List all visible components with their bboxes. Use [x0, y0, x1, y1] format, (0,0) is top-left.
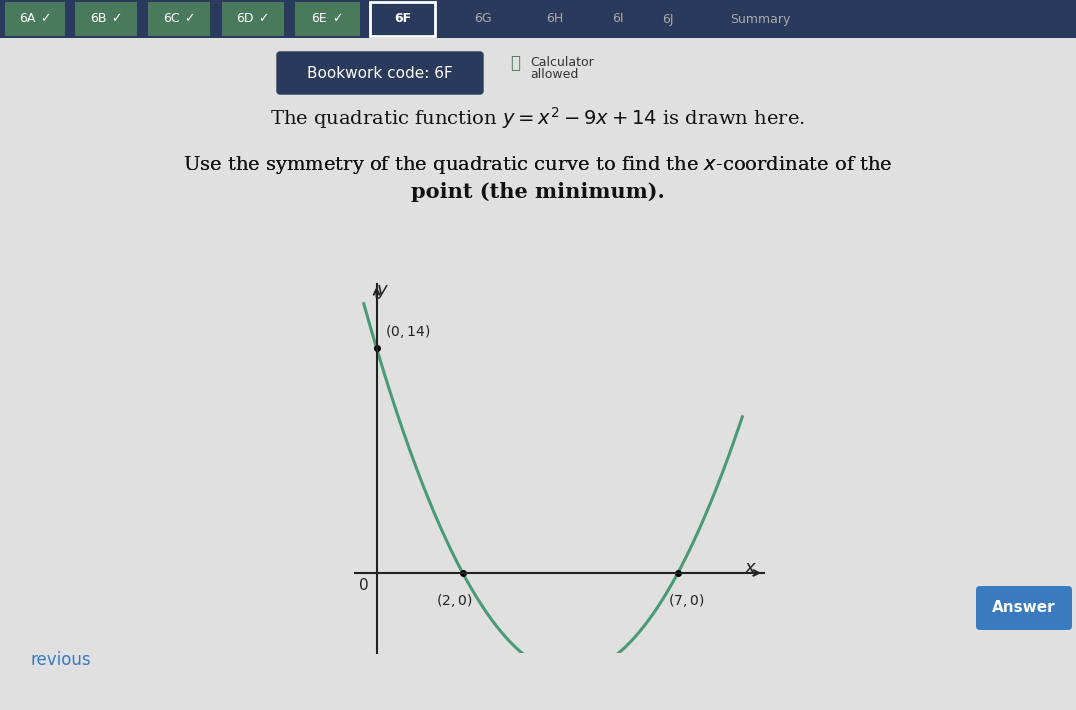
- FancyBboxPatch shape: [976, 586, 1072, 630]
- Text: Use the symmetry of the quadratic curve to find the $x$-coordinate of the: Use the symmetry of the quadratic curve …: [183, 154, 893, 176]
- Text: 6I: 6I: [612, 13, 623, 26]
- Text: ✓: ✓: [332, 13, 343, 26]
- Text: 6A: 6A: [18, 13, 36, 26]
- Text: $(2, 0)$: $(2, 0)$: [436, 592, 472, 609]
- FancyBboxPatch shape: [75, 2, 137, 36]
- Text: revious: revious: [30, 651, 90, 669]
- Text: point (the minimum).: point (the minimum).: [411, 182, 665, 202]
- Text: Answer: Answer: [992, 601, 1056, 616]
- Text: ✓: ✓: [258, 13, 268, 26]
- FancyBboxPatch shape: [0, 38, 1076, 710]
- Text: ▶  Watch video: ▶ Watch video: [407, 601, 523, 616]
- FancyBboxPatch shape: [148, 2, 210, 36]
- Text: 6B: 6B: [89, 13, 107, 26]
- Text: 0: 0: [359, 578, 368, 594]
- FancyBboxPatch shape: [356, 586, 564, 630]
- FancyBboxPatch shape: [222, 2, 284, 36]
- Text: ✓: ✓: [184, 13, 195, 26]
- Text: 🖩: 🖩: [510, 54, 520, 72]
- Text: 6F: 6F: [394, 13, 411, 26]
- Text: Summary: Summary: [730, 13, 790, 26]
- Text: $(0, 14)$: $(0, 14)$: [385, 323, 430, 340]
- Text: $x$: $x$: [745, 559, 758, 577]
- Text: 6J: 6J: [662, 13, 674, 26]
- Text: Bookwork code: 6F: Bookwork code: 6F: [307, 65, 453, 80]
- Text: $y$: $y$: [377, 283, 390, 301]
- Text: The quadratic function $y = x^2 - 9x + 14$ is drawn here.: The quadratic function $y = x^2 - 9x + 1…: [270, 105, 806, 131]
- Text: 6H: 6H: [547, 13, 564, 26]
- Text: ✓: ✓: [40, 13, 51, 26]
- Text: 6E: 6E: [312, 13, 327, 26]
- Text: 6D: 6D: [237, 13, 254, 26]
- Text: allowed: allowed: [530, 68, 579, 82]
- FancyBboxPatch shape: [0, 0, 1076, 38]
- FancyBboxPatch shape: [277, 52, 483, 94]
- Text: 6G: 6G: [473, 13, 492, 26]
- Text: ✓: ✓: [111, 13, 122, 26]
- FancyBboxPatch shape: [295, 2, 360, 36]
- FancyBboxPatch shape: [370, 2, 435, 36]
- Text: $(7, 0)$: $(7, 0)$: [668, 592, 705, 609]
- Text: Calculator: Calculator: [530, 57, 594, 70]
- FancyBboxPatch shape: [5, 2, 65, 36]
- Text: Use the symmetry of the quadratic curve to find the $x$-coordinate of the: Use the symmetry of the quadratic curve …: [183, 154, 893, 176]
- Text: 6C: 6C: [162, 13, 180, 26]
